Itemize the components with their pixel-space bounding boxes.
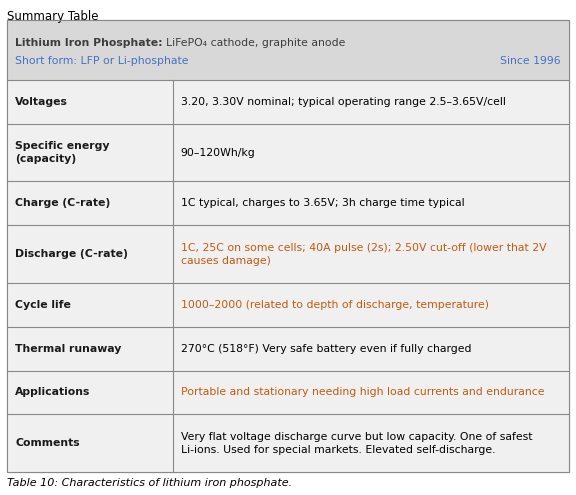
Text: Very flat voltage discharge curve but low capacity. One of safest
Li-ions. Used : Very flat voltage discharge curve but lo…	[181, 432, 532, 454]
Text: Lithium Iron Phosphate:: Lithium Iron Phosphate:	[15, 38, 166, 48]
Text: 270°C (518°F) Very safe battery even if fully charged: 270°C (518°F) Very safe battery even if …	[181, 344, 471, 353]
Bar	[7, 414, 569, 472]
Text: Charge (C-rate): Charge (C-rate)	[15, 198, 110, 208]
Bar	[7, 124, 569, 182]
Text: Portable and stationary needing high load currents and endurance: Portable and stationary needing high loa…	[181, 388, 544, 397]
Bar	[7, 283, 569, 327]
Text: Cycle life: Cycle life	[15, 300, 71, 310]
Bar	[7, 182, 569, 225]
Text: Table 10: Characteristics of lithium iron phosphate.: Table 10: Characteristics of lithium iro…	[7, 478, 292, 488]
Text: Since 1996: Since 1996	[501, 56, 561, 66]
Bar	[7, 225, 569, 283]
Text: Applications: Applications	[15, 388, 90, 397]
Text: 1C typical, charges to 3.65V; 3h charge time typical: 1C typical, charges to 3.65V; 3h charge …	[181, 198, 464, 208]
Text: 3.20, 3.30V nominal; typical operating range 2.5–3.65V/cell: 3.20, 3.30V nominal; typical operating r…	[181, 97, 506, 107]
Text: Summary Table: Summary Table	[7, 10, 98, 23]
Text: LiFePO₄ cathode, graphite anode: LiFePO₄ cathode, graphite anode	[166, 38, 346, 48]
Bar	[7, 80, 569, 124]
Bar	[7, 327, 569, 370]
Text: Voltages: Voltages	[15, 97, 68, 107]
Text: 1000–2000 (related to depth of discharge, temperature): 1000–2000 (related to depth of discharge…	[181, 300, 489, 310]
Text: Thermal runaway: Thermal runaway	[15, 344, 122, 353]
Text: Discharge (C-rate): Discharge (C-rate)	[15, 249, 128, 259]
Text: Short form: LFP or Li-phosphate: Short form: LFP or Li-phosphate	[15, 56, 188, 66]
Bar	[7, 20, 569, 80]
Bar	[7, 370, 569, 414]
Text: 90–120Wh/kg: 90–120Wh/kg	[181, 148, 256, 157]
Text: 1C, 25C on some cells; 40A pulse (2s); 2.50V cut-off (lower that 2V
causes damag: 1C, 25C on some cells; 40A pulse (2s); 2…	[181, 243, 547, 265]
Text: Comments: Comments	[15, 438, 79, 448]
Text: Specific energy
(capacity): Specific energy (capacity)	[15, 141, 109, 164]
